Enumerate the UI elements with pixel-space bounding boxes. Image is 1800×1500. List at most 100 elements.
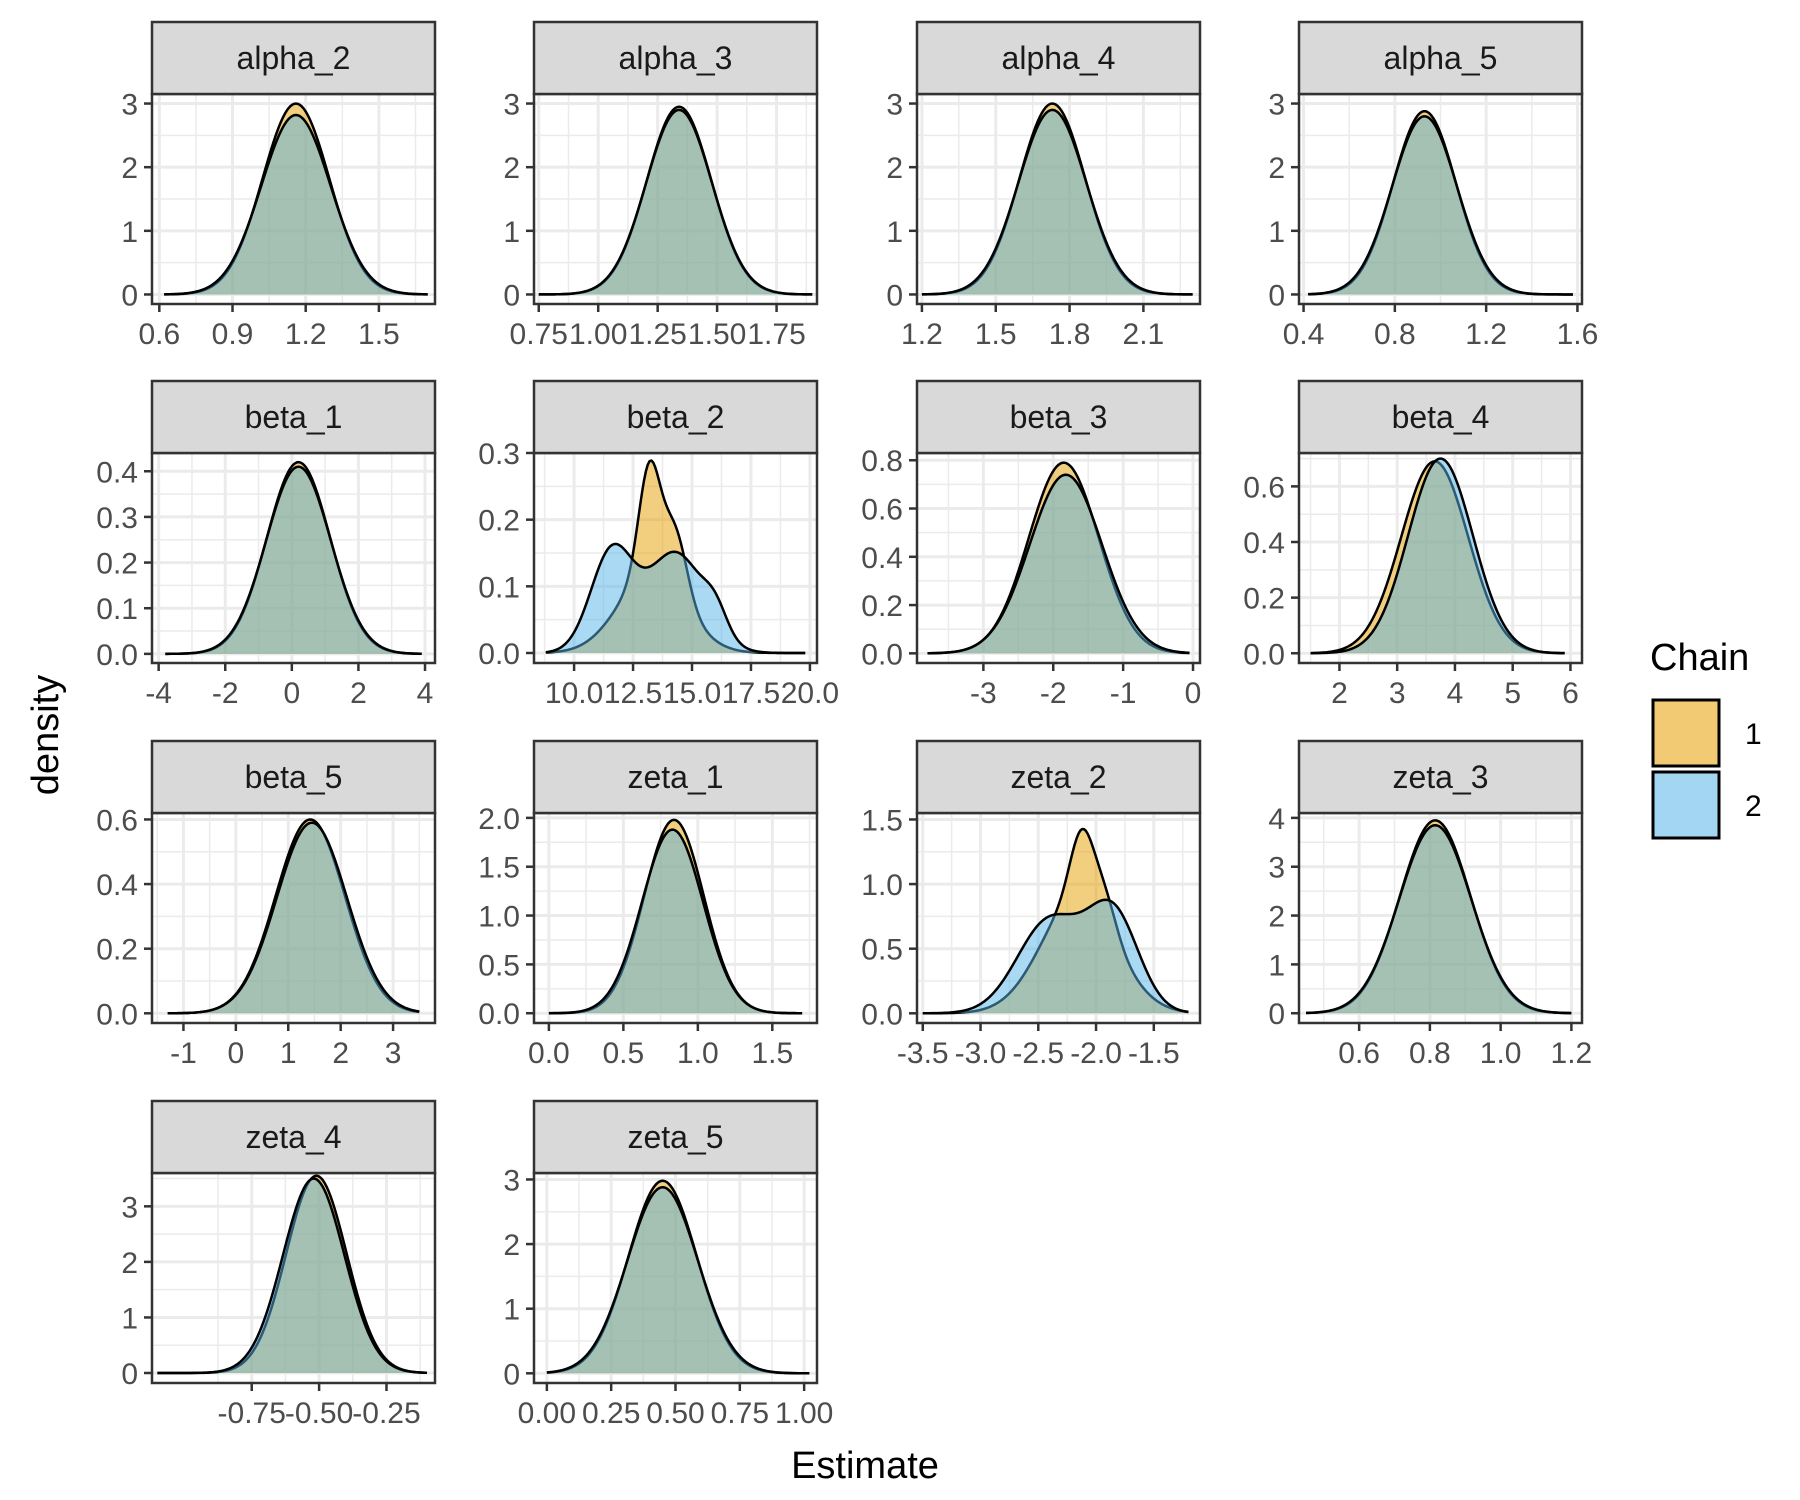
x-tick-label: -1: [1110, 677, 1137, 710]
y-tick-label: 0.5: [478, 949, 520, 982]
y-tick-label: 2: [1268, 152, 1285, 185]
strip-zeta-3: [1297, 739, 1584, 815]
x-tick-label: 3: [385, 1037, 402, 1070]
y-tick-label: 1: [1268, 216, 1285, 249]
strip-label-alpha-4: alpha_4: [1002, 40, 1116, 76]
y-tick-label: 0: [121, 1358, 138, 1391]
x-tick-label: 17.5: [722, 677, 780, 710]
x-tick-label: 0.75: [510, 318, 568, 351]
density-area-chain-2: [921, 109, 1193, 295]
x-tick-label: 3: [1389, 677, 1406, 710]
x-tick-label: 0.25: [582, 1397, 640, 1430]
x-tick-label: 15.0: [663, 677, 721, 710]
x-tick-label: 1.0: [677, 1037, 719, 1070]
x-tick-label: -2.5: [1012, 1037, 1064, 1070]
x-tick-label: 1.8: [1049, 318, 1091, 351]
y-tick-label: 1.5: [478, 852, 520, 885]
y-tick-label: 0.0: [861, 638, 903, 671]
legend-key-chain-1: [1651, 698, 1721, 768]
density-area-chain-2: [1308, 116, 1573, 295]
x-tick-label: 1.0: [1480, 1037, 1522, 1070]
density-line-chain-2: [548, 828, 803, 1015]
x-tick-label: 10.0: [545, 677, 603, 710]
x-tick-label: 0.4: [1283, 318, 1325, 351]
density-line-chain-2: [927, 473, 1190, 655]
density-area-chain-2: [165, 466, 422, 654]
y-tick-label: 0.5: [861, 934, 903, 967]
y-tick-label: 3: [1268, 89, 1285, 122]
x-tick-label: 0.9: [212, 318, 254, 351]
strip-label-alpha-3: alpha_3: [619, 40, 733, 76]
panel-zeta-1: zeta_1 0.0 0.5 1.0 1.5 0.0 0.5 1.0 1.5 2.0: [478, 739, 819, 1070]
y-tick-label: 0.4: [96, 869, 138, 902]
x-tick-label: 1: [280, 1037, 297, 1070]
strip-label-zeta-1: zeta_1: [627, 759, 723, 795]
x-tick-label: 20.0: [781, 677, 839, 710]
y-axis-title: density: [25, 675, 67, 795]
y-tick-label: 3: [121, 1191, 138, 1224]
y-tick-label: 0.2: [96, 934, 138, 967]
y-tick-label: 2: [503, 1229, 520, 1262]
y-tick-label: 0.6: [96, 804, 138, 837]
x-tick-label: 0.5: [603, 1037, 645, 1070]
strip-beta-5: [150, 739, 437, 815]
y-tick-label: 1: [886, 216, 903, 249]
y-tick-label: 0.6: [861, 494, 903, 527]
density-line-chain-2: [538, 108, 813, 296]
y-tick-label: 1.5: [861, 804, 903, 837]
x-tick-label: 1.2: [1465, 318, 1507, 351]
y-tick-label: 0.2: [861, 590, 903, 623]
y-tick-label: 0: [121, 279, 138, 312]
x-tick-label: 5: [1504, 677, 1521, 710]
y-tick-label: 4: [1268, 803, 1285, 836]
strip-label-zeta-4: zeta_4: [245, 1119, 341, 1155]
x-tick-label: 4: [417, 677, 434, 710]
x-tick-label: 2: [332, 1037, 349, 1070]
panel-beta-3: beta_3 -3 -2 -1 0 0.0 0.2 0.4 0.6 0.8: [861, 379, 1201, 710]
strip-alpha-3: [532, 20, 819, 96]
panel-beta-4: beta_4 2 3 4 5 6 0.0 0.2 0.4 0.6: [1243, 379, 1584, 710]
density-line-chain-2: [167, 821, 420, 1015]
strip-label-beta-4: beta_4: [1392, 399, 1490, 435]
y-tick-label: 1: [503, 216, 520, 249]
y-tick-label: 0.0: [861, 998, 903, 1031]
strip-label-zeta-2: zeta_2: [1010, 759, 1106, 795]
density-area-chain-2: [167, 822, 420, 1014]
y-tick-label: 1.0: [861, 869, 903, 902]
y-tick-label: 0: [503, 1358, 520, 1391]
y-tick-label: 0.1: [478, 571, 520, 604]
panel-zeta-3: zeta_3 0.6 0.8 1.0 1.2 0 1 2 3 4: [1268, 739, 1592, 1070]
density-line-chain-2: [1306, 823, 1572, 1015]
x-tick-label: 0.0: [528, 1037, 570, 1070]
strip-alpha-4: [915, 20, 1202, 96]
x-tick-label: 6: [1562, 677, 1579, 710]
density-area-chain-2: [927, 474, 1190, 654]
x-tick-label: 1.50: [688, 318, 746, 351]
x-tick-label: 12.5: [604, 677, 662, 710]
x-tick-label: 0.8: [1374, 318, 1416, 351]
density-area-chain-2: [545, 543, 806, 653]
x-tick-label: -2: [212, 677, 239, 710]
y-tick-label: 1: [1268, 949, 1285, 982]
y-tick-label: 0.1: [96, 593, 138, 626]
legend-label-chain-2: 2: [1745, 790, 1762, 823]
y-tick-label: 0.4: [1243, 527, 1285, 560]
y-tick-label: 2: [503, 152, 520, 185]
y-tick-label: 0.0: [96, 639, 138, 672]
strip-beta-2: [532, 379, 819, 455]
density-line-chain-2: [1308, 115, 1573, 296]
strip-beta-1: [150, 379, 437, 455]
x-tick-label: 0.6: [1338, 1037, 1380, 1070]
legend-label-chain-1: 1: [1745, 718, 1762, 751]
x-tick-label: 1.75: [747, 318, 805, 351]
density-line-chain-2: [921, 108, 1193, 296]
density-line-chain-2: [545, 542, 806, 655]
x-tick-label: 0.00: [518, 1397, 576, 1430]
density-line-chain-2: [165, 465, 422, 656]
x-axis-title: Estimate: [791, 1445, 939, 1487]
x-tick-label: -3: [970, 677, 997, 710]
x-tick-label: -0.75: [218, 1397, 286, 1430]
density-area-chain-2: [157, 1178, 427, 1373]
x-tick-label: -2: [1040, 677, 1067, 710]
